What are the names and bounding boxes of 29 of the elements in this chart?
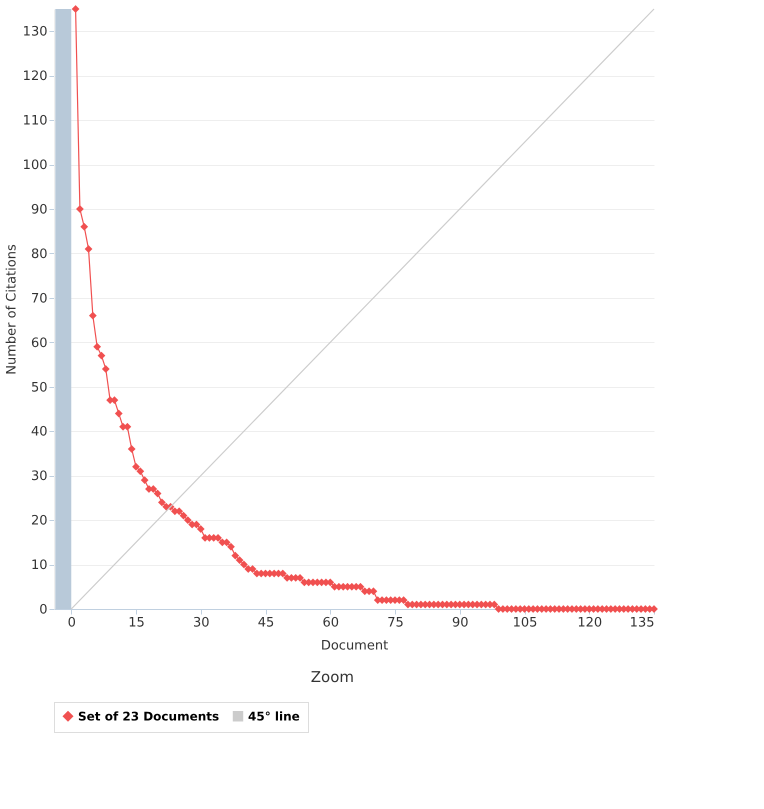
y-tick-label: 100 <box>22 158 48 174</box>
legend-label: Set of 23 Documents <box>78 709 220 724</box>
y-tick-label: 70 <box>30 291 48 306</box>
y-tick-label: 10 <box>30 558 48 574</box>
y-tick-label: 20 <box>30 514 48 529</box>
x-tick-label: 135 <box>630 616 654 630</box>
legend-label: 45° line <box>248 709 300 724</box>
x-tick-label: 0 <box>68 616 76 630</box>
x-tick-label: 105 <box>512 616 538 630</box>
x-tick-label: 30 <box>192 616 210 630</box>
y-tick-label: 60 <box>30 336 48 351</box>
y-tick-label: 90 <box>30 202 48 218</box>
y-tick-label: 120 <box>22 69 48 84</box>
x-tick-label: 75 <box>387 616 404 630</box>
x-tick-label: 45 <box>258 616 274 630</box>
y-tick-label: 0 <box>39 602 48 618</box>
x-tick-label: 90 <box>452 616 469 630</box>
y-axis-title: Number of Citations <box>4 244 20 375</box>
x-tick-label: 60 <box>322 616 340 630</box>
y-tick-label: 30 <box>30 469 48 484</box>
y-tick-label: 50 <box>30 380 48 396</box>
x-tick-label: 15 <box>128 616 145 630</box>
y-tick-label: 80 <box>30 246 48 262</box>
y-tick-label: 110 <box>22 114 48 129</box>
x-axis-title: Document <box>320 638 388 654</box>
text: Zoom <box>310 668 354 686</box>
y-tick-label: 40 <box>30 424 48 440</box>
y-tick-label: 130 <box>22 24 48 40</box>
x-tick-label: 120 <box>577 616 602 630</box>
